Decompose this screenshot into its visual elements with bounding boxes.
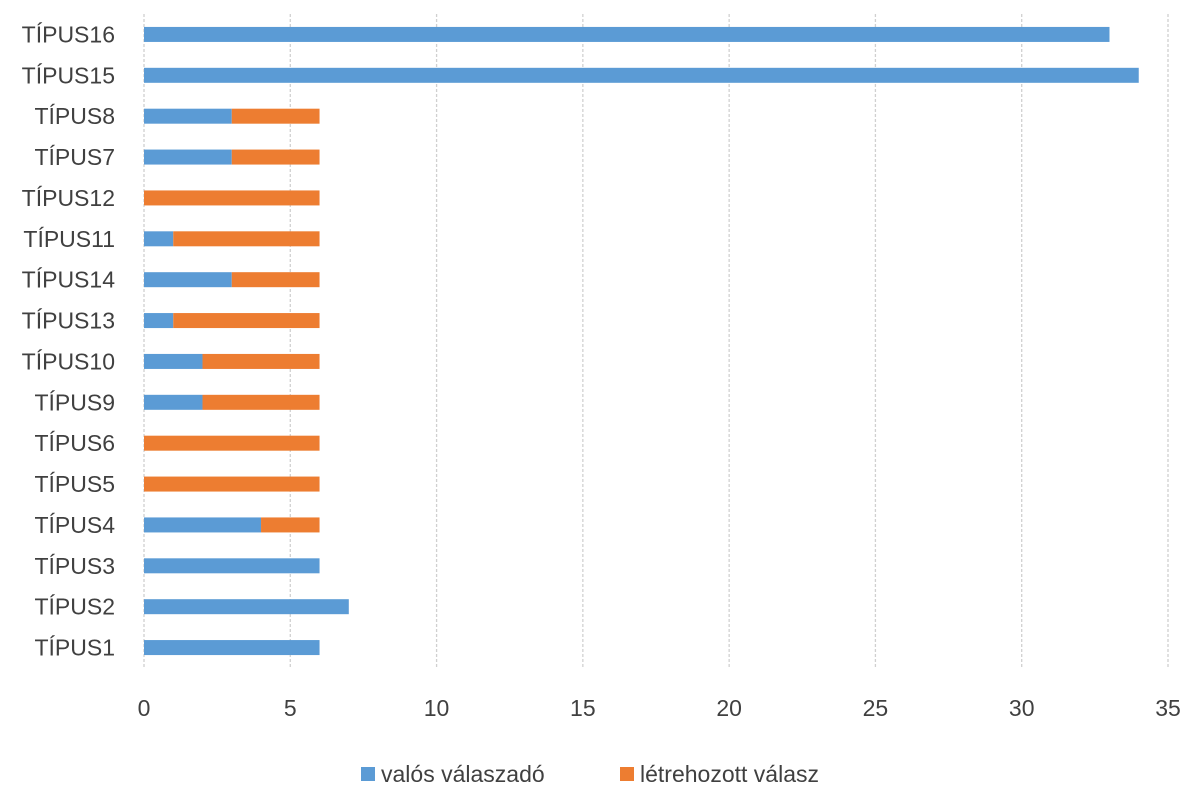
- x-tick-label-30: 30: [1009, 695, 1035, 721]
- legend-swatch-real-respondent: [361, 767, 375, 781]
- category-label-típus1: TÍPUS1: [34, 635, 115, 661]
- bar-típus13-series-2: [173, 313, 320, 329]
- bar-típus6-series-2: [144, 435, 320, 451]
- category-label-típus7: TÍPUS7: [34, 144, 115, 170]
- category-label-típus15: TÍPUS15: [22, 62, 115, 88]
- bar-típus2-series-1: [144, 599, 349, 615]
- category-label-típus11: TÍPUS11: [23, 226, 115, 252]
- category-label-típus14: TÍPUS14: [22, 267, 116, 293]
- category-label-típus9: TÍPUS9: [34, 389, 115, 415]
- category-label-típus8: TÍPUS8: [34, 103, 115, 129]
- bar-típus13-series-1: [144, 313, 174, 329]
- legend-label-generated-answer: létrehozott válasz: [640, 761, 819, 787]
- bar-típus16-series-1: [144, 26, 1110, 42]
- bar-típus5-series-2: [144, 476, 320, 492]
- legend-swatch-generated-answer: [620, 767, 634, 781]
- x-tick-label-0: 0: [138, 695, 151, 721]
- bar-típus7-series-2: [231, 149, 320, 165]
- bar-típus10-series-2: [202, 353, 320, 369]
- x-tick-label-25: 25: [863, 695, 889, 721]
- bar-típus11-series-1: [144, 231, 174, 247]
- bar-típus8-series-2: [231, 108, 320, 124]
- bar-típus4-series-1: [144, 517, 262, 533]
- x-tick-label-20: 20: [716, 695, 742, 721]
- category-label-típus6: TÍPUS6: [34, 430, 115, 456]
- x-tick-labels: 0 5 10 15 20 25 30 35: [138, 695, 1181, 721]
- x-tick-label-35: 35: [1155, 695, 1181, 721]
- category-label-típus4: TÍPUS4: [34, 512, 115, 538]
- category-label-típus16: TÍPUS16: [22, 21, 115, 47]
- bar-típus14-series-2: [231, 272, 320, 288]
- bar-típus1-series-1: [144, 640, 320, 656]
- legend: valós válaszadó létrehozott válasz: [361, 761, 819, 787]
- bar-típus3-series-1: [144, 558, 320, 574]
- category-label-típus3: TÍPUS3: [34, 553, 115, 579]
- category-labels: TÍPUS1 TÍPUS2 TÍPUS3 TÍPUS4 TÍPUS5 TÍPUS6 TÍPU…: [22, 21, 116, 660]
- x-tick-label-10: 10: [424, 695, 450, 721]
- bar-típus10-series-1: [144, 353, 203, 369]
- bar-típus14-series-1: [144, 272, 232, 288]
- bar-típus7-series-1: [144, 149, 232, 165]
- category-label-típus12: TÍPUS12: [22, 185, 115, 211]
- bar-típus11-series-2: [173, 231, 320, 247]
- x-tick-label-15: 15: [570, 695, 596, 721]
- bar-típus8-series-1: [144, 108, 232, 124]
- bar-típus15-series-1: [144, 67, 1139, 83]
- category-label-típus13: TÍPUS13: [22, 308, 115, 334]
- category-label-típus5: TÍPUS5: [34, 471, 115, 497]
- x-tick-label-5: 5: [284, 695, 297, 721]
- category-label-típus10: TÍPUS10: [22, 348, 115, 374]
- bar-layer: [144, 26, 1139, 656]
- category-label-típus2: TÍPUS2: [34, 594, 115, 620]
- bar-típus9-series-2: [202, 394, 320, 410]
- bar-típus4-series-2: [261, 517, 320, 533]
- legend-label-real-respondent: valós válaszadó: [381, 761, 545, 787]
- bar-típus9-series-1: [144, 394, 203, 410]
- bar-típus12-series-2: [144, 190, 320, 206]
